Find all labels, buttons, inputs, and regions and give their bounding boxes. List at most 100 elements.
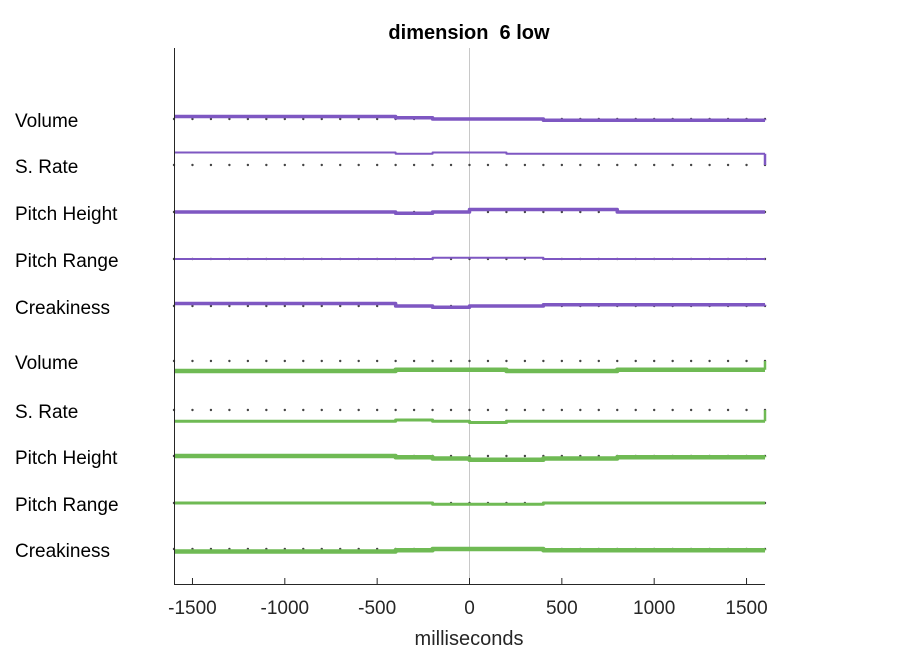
baseline-dot <box>209 163 213 167</box>
baseline-dot <box>745 408 748 412</box>
baseline-dot <box>246 359 250 363</box>
series-line <box>174 501 765 506</box>
baseline-dot <box>449 408 453 412</box>
baseline-dot <box>505 163 508 167</box>
baseline-dot <box>246 163 250 167</box>
baseline-dot <box>228 304 231 308</box>
baseline-dot <box>449 359 453 363</box>
baseline-dot <box>209 117 213 121</box>
baseline-dot <box>523 359 527 363</box>
baseline-dot <box>579 359 582 363</box>
baseline-dot <box>523 408 527 412</box>
baseline-dot <box>597 408 600 412</box>
baseline-dot <box>265 117 268 121</box>
baseline-dot <box>726 408 730 412</box>
baseline-dot <box>634 408 637 412</box>
baseline-dot <box>671 359 674 363</box>
baseline-dot <box>597 163 600 167</box>
baseline-dot <box>228 359 231 363</box>
baseline-dot <box>505 210 508 214</box>
baseline-dot <box>394 408 397 412</box>
baseline-dot <box>375 359 379 363</box>
baseline-dot <box>505 408 508 412</box>
baseline-dot <box>191 163 194 167</box>
baseline-dot <box>579 163 582 167</box>
x-tick-label: 1000 <box>633 598 675 619</box>
baseline-dot <box>689 359 693 363</box>
baseline-dot <box>523 454 527 458</box>
baseline-dot <box>616 163 619 167</box>
baseline-dot <box>302 117 305 121</box>
baseline-dot <box>468 408 471 412</box>
baseline-dot <box>468 163 471 167</box>
series-line <box>174 546 765 554</box>
baseline-dot <box>339 117 342 121</box>
baseline-dot <box>726 359 730 363</box>
baseline-dot <box>542 408 545 412</box>
baseline-dot <box>542 163 545 167</box>
baseline-dot <box>634 359 637 363</box>
series-line <box>174 256 765 260</box>
x-tick-label: 500 <box>546 598 578 619</box>
baseline-dot <box>616 359 619 363</box>
series-label: Pitch Range <box>15 495 119 516</box>
row-label-layer: Volume S. Rate Pitch Height Pitch Range Crea… <box>15 111 119 562</box>
baseline-dot <box>579 210 582 214</box>
baseline-dot <box>283 117 287 121</box>
baseline-dot <box>652 408 656 412</box>
baseline-dot <box>191 117 194 121</box>
baseline-dot <box>689 163 693 167</box>
x-tick-label: -1500 <box>168 598 217 619</box>
baseline-dot <box>560 359 564 363</box>
baseline-dot <box>542 359 545 363</box>
baseline-dot <box>209 359 213 363</box>
baseline-dot <box>394 359 397 363</box>
baseline-dot <box>486 408 490 412</box>
baseline-dot <box>542 210 545 214</box>
baseline-dot <box>302 163 305 167</box>
series-line <box>174 207 765 215</box>
series-line <box>174 301 765 309</box>
baseline-dot <box>412 408 416 412</box>
baseline-dot <box>375 163 379 167</box>
x-tick-label: -500 <box>358 598 396 619</box>
baseline-dot <box>560 408 564 412</box>
baseline-dot <box>246 408 250 412</box>
baseline-dot <box>523 163 527 167</box>
x-tick-label: 1500 <box>725 598 767 619</box>
baseline-dot <box>228 163 231 167</box>
baseline-dot <box>339 163 342 167</box>
baseline-dot <box>486 210 490 214</box>
baseline-dot <box>486 359 490 363</box>
baseline-dot <box>375 408 379 412</box>
baseline-dot <box>708 163 711 167</box>
baseline-dot <box>339 408 342 412</box>
baseline-dot <box>320 117 323 121</box>
baseline-dot <box>523 210 527 214</box>
baseline-dot <box>616 408 619 412</box>
baseline-dot <box>228 408 231 412</box>
series-label: Creakiness <box>15 298 110 319</box>
baseline-dot <box>320 408 323 412</box>
baseline-dot <box>431 408 434 412</box>
baseline-dot <box>579 408 582 412</box>
baseline-dot <box>560 163 564 167</box>
baseline-dot <box>505 359 508 363</box>
baseline-dot <box>745 359 748 363</box>
baseline-dot <box>191 304 194 308</box>
baseline-dot <box>468 359 471 363</box>
baseline-dot <box>265 359 268 363</box>
series-label: S. Rate <box>15 157 78 178</box>
baseline-dot <box>449 163 453 167</box>
baseline-dot <box>652 359 656 363</box>
baseline-dot <box>283 359 287 363</box>
series-label: Volume <box>15 353 78 374</box>
baseline-dot <box>357 117 360 121</box>
baseline-dot <box>209 304 213 308</box>
baseline-dot <box>357 359 360 363</box>
series-line <box>174 114 765 122</box>
baseline-dot <box>246 304 250 308</box>
series-line <box>174 367 765 374</box>
baseline-dot <box>394 163 397 167</box>
baseline-dot <box>357 408 360 412</box>
